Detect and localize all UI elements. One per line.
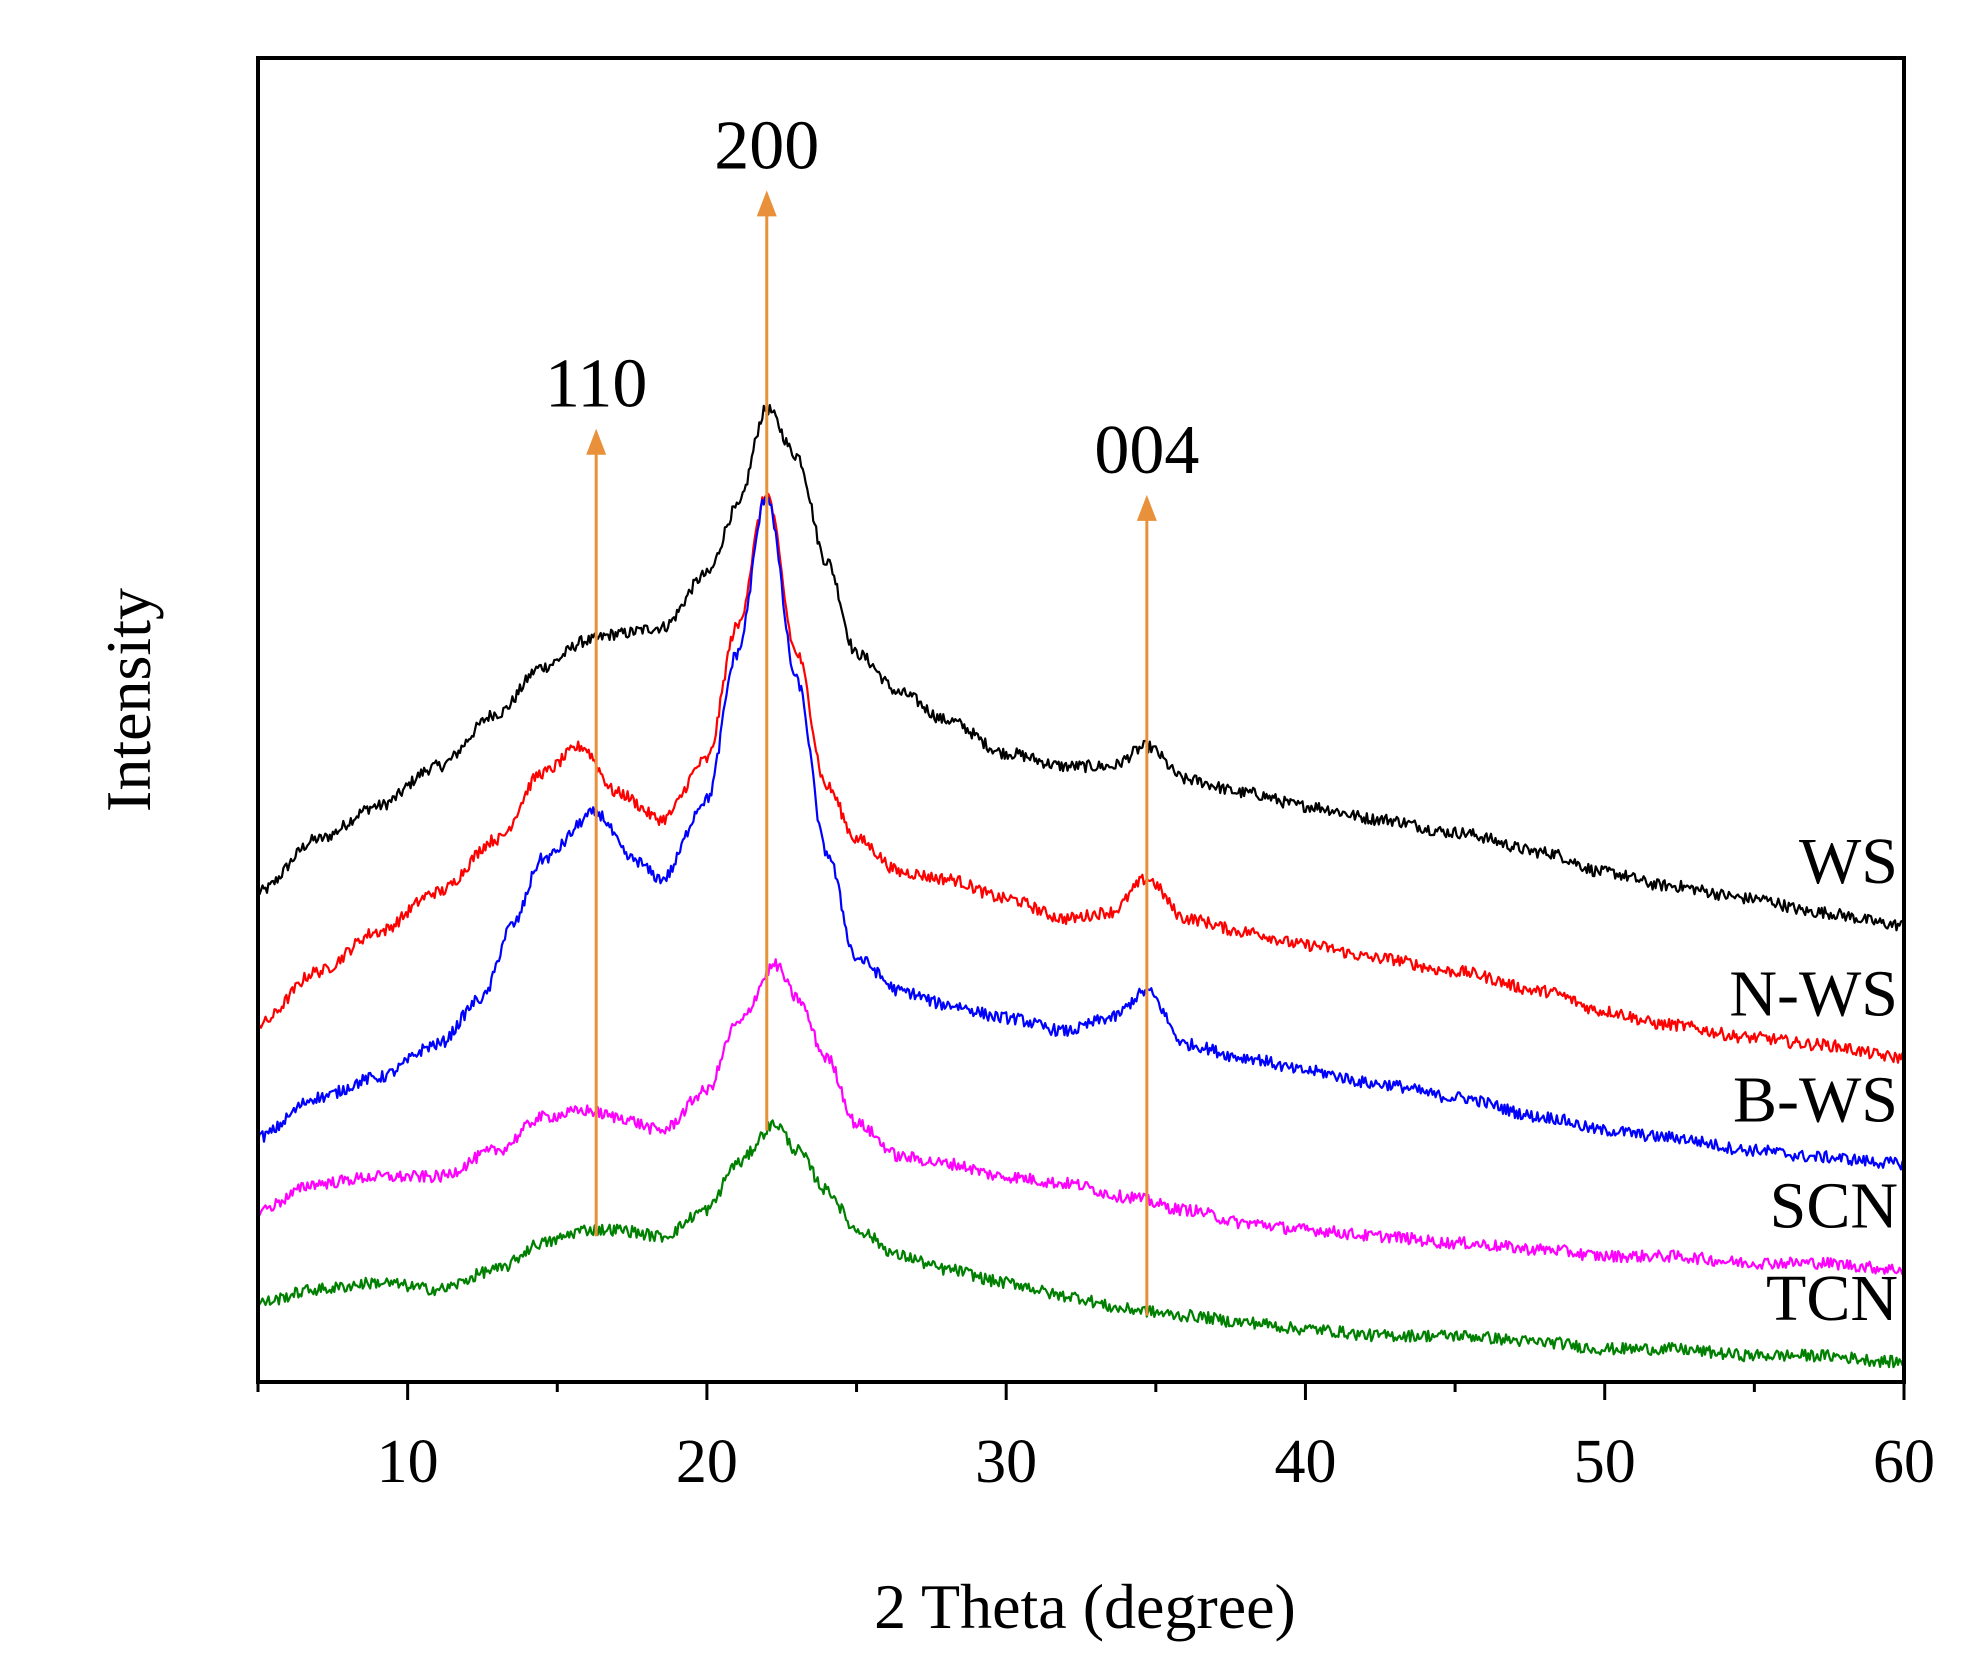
- peak-label-110: 110: [545, 346, 647, 423]
- labels-group: WS N-WS B-WS SCN TCN: [1729, 825, 1898, 1335]
- axes-group: 10 20 30 40 50 60: [256, 56, 1935, 1496]
- series-line-b-ws: [256, 495, 1904, 1171]
- peak-label-004: 004: [1094, 412, 1199, 489]
- series-line-n-ws: [256, 492, 1906, 1064]
- series-line-tcn: [256, 1119, 1905, 1369]
- x-tick-label: 20: [676, 1428, 738, 1496]
- series-label-scn: SCN: [1770, 1169, 1898, 1242]
- peak-arrow-head-110: [586, 428, 607, 455]
- peak-label-200: 200: [714, 107, 819, 184]
- x-tick-label: 60: [1873, 1428, 1935, 1496]
- x-tick-label: 30: [975, 1428, 1037, 1496]
- x-tick-label: 40: [1274, 1428, 1336, 1496]
- series-line-scn: [256, 958, 1906, 1276]
- peak-arrow-head-200: [756, 190, 777, 217]
- series-label-tcn: TCN: [1766, 1262, 1898, 1335]
- x-tick-label: 10: [377, 1428, 439, 1496]
- series-line-ws: [256, 404, 1906, 932]
- peak-arrow-head-004: [1136, 494, 1157, 521]
- series-label-ws: WS: [1799, 825, 1898, 898]
- series-label-b-ws: B-WS: [1733, 1064, 1898, 1137]
- x-axis-title: 2 Theta (degree): [874, 1571, 1296, 1642]
- x-tick-label: 50: [1574, 1428, 1636, 1496]
- series-group: [256, 404, 1906, 1369]
- series-label-n-ws: N-WS: [1729, 958, 1898, 1031]
- plot-frame: [256, 56, 1906, 1384]
- y-axis-title: Intensity: [93, 588, 164, 812]
- peak-arrows-group: 110 200 004: [545, 107, 1199, 1316]
